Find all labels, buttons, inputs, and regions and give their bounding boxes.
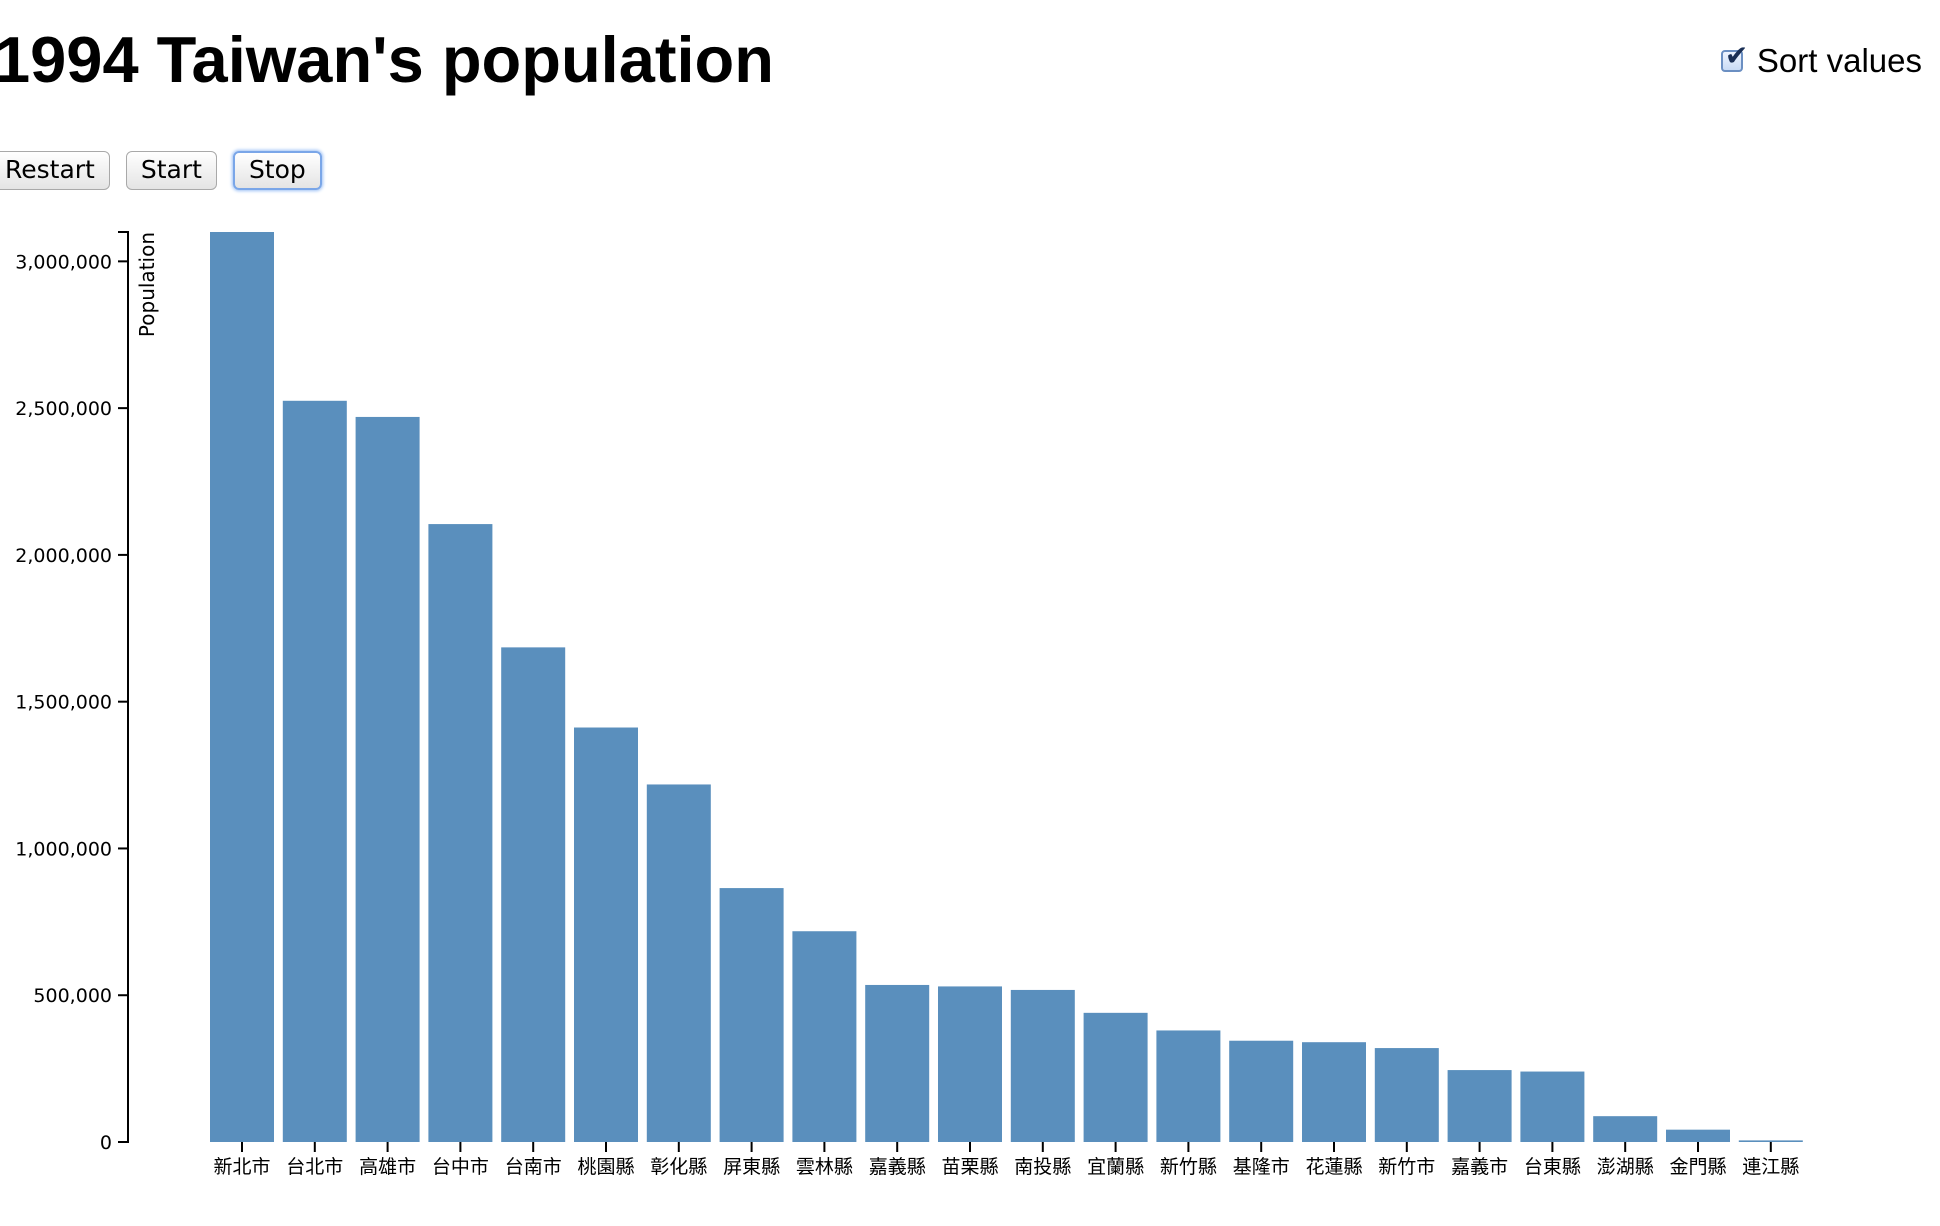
- bar: [719, 888, 784, 1142]
- bar: [574, 727, 638, 1142]
- x-tick-label: 桃園縣: [577, 1156, 634, 1178]
- sort-values-label: Sort values: [1756, 42, 1922, 79]
- x-tick-label: 新北市: [213, 1156, 270, 1178]
- bar: [1229, 1040, 1294, 1142]
- y-tick-label: 1,000,000: [15, 838, 112, 860]
- bar: [1083, 1012, 1148, 1142]
- x-tick-label: 台北市: [286, 1156, 343, 1178]
- checkmark-icon: ✔: [1724, 39, 1749, 72]
- bar: [792, 931, 857, 1142]
- stop-button[interactable]: Stop: [232, 151, 322, 190]
- x-tick-label: 花蓮縣: [1305, 1156, 1362, 1178]
- bar: [1666, 1129, 1730, 1142]
- bar: [1156, 1030, 1221, 1142]
- bar: [1374, 1048, 1439, 1142]
- x-tick-label: 屏東縣: [723, 1156, 780, 1178]
- bar: [210, 232, 274, 1142]
- y-tick-label: 1,500,000: [15, 692, 112, 714]
- x-tick-label: 台東縣: [1524, 1156, 1581, 1178]
- bars: [210, 232, 1803, 1143]
- x-tick-label: 台中市: [432, 1156, 489, 1178]
- x-tick-label: 新竹市: [1378, 1156, 1435, 1178]
- y-tick-label: 500,000: [33, 985, 112, 1007]
- x-tick-label: 雲林縣: [796, 1156, 853, 1178]
- bar: [865, 984, 930, 1142]
- y-axis-line: [118, 231, 129, 1143]
- bar: [1520, 1071, 1585, 1142]
- x-tick-label: 基隆市: [1233, 1156, 1290, 1178]
- y-tick-label: 3,000,000: [15, 251, 112, 273]
- x-tick-label: 宜蘭縣: [1087, 1156, 1144, 1178]
- y-tick-label: 0: [100, 1132, 112, 1154]
- sort-values-checkbox[interactable]: ✔: [1720, 42, 1748, 72]
- x-tick-label: 嘉義縣: [869, 1156, 926, 1178]
- x-tick-label: 嘉義市: [1451, 1156, 1508, 1178]
- bar: [428, 524, 493, 1142]
- y-tick-label: 2,500,000: [15, 398, 112, 420]
- bar: [501, 647, 566, 1142]
- page-title: 1994 Taiwan's population: [0, 23, 774, 96]
- x-tick-label: 苗栗縣: [941, 1156, 998, 1178]
- x-tick-label: 金門縣: [1669, 1156, 1726, 1178]
- bar: [1447, 1070, 1512, 1142]
- x-tick-label: 台南市: [505, 1156, 562, 1178]
- y-axis: 0 500,000 1,000,000 1,500,000 2,000,000 2,500…: [15, 231, 159, 1154]
- bar: [1593, 1116, 1658, 1142]
- bar: [646, 784, 711, 1142]
- sort-values-toggle[interactable]: ✔ Sort values: [1720, 42, 1922, 80]
- x-tick-label: 彰化縣: [650, 1156, 707, 1178]
- x-tick-label: 連江縣: [1742, 1156, 1799, 1178]
- x-tick-label: 澎湖縣: [1597, 1156, 1654, 1178]
- y-axis-title: Population: [135, 232, 159, 337]
- bar: [1302, 1042, 1366, 1142]
- start-button[interactable]: Start: [125, 151, 217, 190]
- bar: [282, 400, 347, 1143]
- bar: [938, 986, 1002, 1142]
- bar: [355, 416, 420, 1142]
- bar: [1010, 989, 1075, 1142]
- restart-button[interactable]: Restart: [0, 151, 110, 190]
- y-tick-label: 2,000,000: [15, 545, 112, 567]
- x-tick-label: 高雄市: [359, 1156, 416, 1178]
- bar: [1738, 1140, 1803, 1142]
- x-tick-label: 南投縣: [1014, 1156, 1071, 1178]
- x-axis: 新北市 台北市 高雄市 台中市 台南市 桃園縣 彰化縣 屏東縣 雲林縣 嘉義縣 苗栗縣 南投縣 宜蘭縣新…: [213, 1142, 1799, 1178]
- animation-controls: Restart Start Stop: [0, 151, 322, 190]
- x-tick-label: 新竹縣: [1160, 1156, 1217, 1178]
